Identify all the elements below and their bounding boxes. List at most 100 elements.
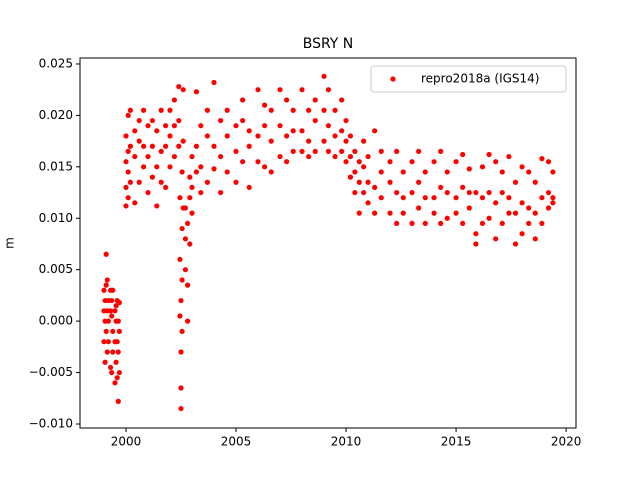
data-point — [277, 123, 283, 129]
data-point — [339, 128, 345, 134]
data-point — [387, 210, 393, 216]
data-point — [154, 203, 160, 209]
axes-frame — [79, 57, 577, 429]
data-point — [145, 123, 151, 129]
data-point — [372, 184, 378, 191]
data-point — [110, 328, 116, 335]
data-point — [187, 241, 193, 247]
x-tick-label: 2000 — [111, 435, 142, 449]
data-point — [325, 123, 332, 129]
data-point — [453, 159, 459, 165]
data-point — [224, 133, 230, 139]
data-point — [519, 231, 525, 237]
data-point — [167, 107, 173, 113]
data-point — [545, 159, 552, 165]
data-point — [290, 148, 296, 155]
data-point — [198, 189, 204, 196]
y-tick-label: −0.010 — [29, 416, 73, 430]
data-point — [473, 241, 479, 247]
data-point — [499, 169, 505, 175]
data-point — [409, 189, 415, 196]
data-point — [113, 359, 119, 365]
data-point — [187, 195, 193, 201]
data-point — [127, 143, 133, 149]
data-point — [499, 189, 505, 196]
data-point — [444, 215, 450, 221]
data-point — [178, 405, 184, 412]
data-point — [132, 153, 138, 160]
x-tick-label: 2020 — [551, 435, 582, 449]
data-point — [356, 179, 362, 185]
data-point — [321, 138, 327, 144]
data-point — [110, 287, 116, 293]
data-point — [532, 236, 538, 242]
data-point — [526, 220, 532, 227]
data-point — [460, 220, 466, 227]
data-point — [284, 97, 290, 103]
data-point — [394, 220, 400, 227]
data-point — [343, 159, 349, 165]
x-tick-label: 2010 — [331, 435, 362, 449]
y-axis-label: m — [3, 237, 17, 249]
data-point — [332, 107, 338, 113]
data-point — [177, 256, 183, 263]
data-point — [299, 128, 305, 134]
data-point — [145, 153, 151, 160]
data-point — [486, 189, 492, 196]
data-point — [179, 169, 185, 175]
data-point — [372, 128, 378, 134]
data-point — [365, 179, 371, 185]
data-point — [103, 328, 109, 335]
data-point — [218, 117, 224, 124]
data-point — [387, 159, 393, 165]
y-tick-label: 0.010 — [39, 211, 73, 225]
data-point — [356, 159, 362, 165]
data-point — [125, 169, 131, 175]
data-point — [193, 89, 200, 95]
data-point — [105, 339, 111, 345]
data-point — [224, 169, 230, 175]
data-point — [444, 169, 450, 175]
data-point — [125, 112, 131, 118]
data-point — [400, 169, 406, 175]
data-point — [180, 138, 186, 144]
data-point — [268, 107, 274, 113]
data-point — [466, 189, 472, 196]
data-point — [347, 174, 354, 180]
data-point — [306, 153, 312, 160]
data-point — [193, 143, 200, 149]
data-point — [112, 380, 118, 386]
data-point — [466, 205, 472, 211]
data-point — [132, 128, 138, 134]
data-point — [182, 267, 189, 273]
data-point — [158, 148, 164, 155]
data-point — [409, 159, 415, 165]
data-point — [101, 287, 107, 293]
data-point — [149, 117, 155, 124]
data-point — [506, 195, 512, 201]
data-point — [306, 138, 312, 144]
data-point — [123, 203, 129, 209]
data-point — [479, 220, 486, 227]
data-point — [453, 195, 459, 201]
data-point — [473, 189, 479, 196]
data-point — [178, 349, 184, 355]
legend-box — [370, 65, 567, 93]
data-point — [189, 184, 195, 191]
data-point — [479, 195, 486, 201]
data-point — [409, 220, 415, 227]
data-point — [136, 138, 142, 144]
y-tick-label: 0.020 — [39, 108, 73, 122]
data-point — [125, 195, 131, 201]
data-point — [416, 205, 422, 211]
data-point — [460, 184, 466, 191]
data-point — [343, 138, 349, 144]
data-point — [107, 308, 114, 314]
data-point — [140, 164, 147, 170]
data-point — [136, 117, 142, 124]
data-point — [332, 153, 338, 160]
data-point — [277, 87, 283, 93]
data-point — [312, 148, 318, 155]
data-point — [365, 153, 371, 160]
data-point — [255, 159, 261, 165]
